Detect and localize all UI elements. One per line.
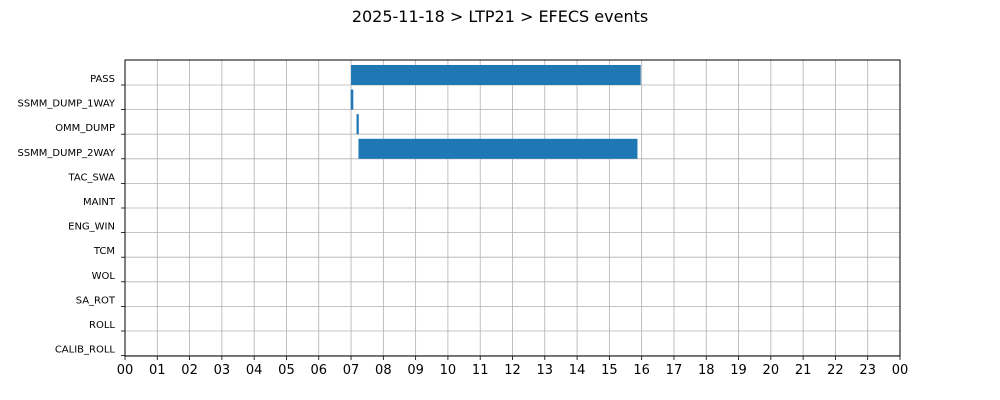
y-tick-label: TCM bbox=[93, 246, 115, 257]
x-tick-label: 18 bbox=[698, 363, 715, 378]
x-tick-label: 20 bbox=[763, 363, 780, 378]
x-tick-label: 08 bbox=[375, 363, 392, 378]
y-tick-label: SSMM_DUMP_2WAY bbox=[17, 148, 115, 159]
x-tick-label: 02 bbox=[181, 363, 198, 378]
event-bars bbox=[350, 65, 641, 159]
x-tick-label: 13 bbox=[537, 363, 554, 378]
chart-title: 2025-11-18 > LTP21 > EFECS events bbox=[352, 7, 648, 26]
event-bar bbox=[356, 114, 359, 135]
x-tick-label: 16 bbox=[633, 363, 650, 378]
y-axis: PASS SSMM_DUMP_1WAY OMM_DUMP SSMM_DUMP_2WAY… bbox=[17, 74, 125, 357]
x-tick-label: 11 bbox=[472, 363, 489, 378]
x-tick-label: 15 bbox=[601, 363, 618, 378]
y-tick-label: WOL bbox=[92, 271, 116, 282]
y-tick-label: ROLL bbox=[89, 320, 115, 331]
x-tick-label: 07 bbox=[343, 363, 360, 378]
event-bar bbox=[350, 89, 354, 110]
x-tick-label: 03 bbox=[214, 363, 231, 378]
x-tick-label: 04 bbox=[246, 363, 263, 378]
plot-frame bbox=[124, 59, 901, 357]
event-bar bbox=[358, 138, 638, 159]
event-bar bbox=[351, 65, 641, 85]
x-tick-label: 09 bbox=[407, 363, 424, 378]
y-tick-label: TAC_SWA bbox=[67, 172, 115, 183]
x-tick-label: 19 bbox=[730, 363, 747, 378]
x-tick-label: 23 bbox=[859, 363, 876, 378]
x-tick-label: 01 bbox=[149, 363, 166, 378]
y-tick-label: OMM_DUMP bbox=[55, 123, 115, 134]
x-tick-label: 00 bbox=[892, 363, 909, 378]
y-tick-label: MAINT bbox=[83, 197, 116, 208]
x-tick-label: 10 bbox=[440, 363, 457, 378]
x-tick-label: 00 bbox=[117, 363, 134, 378]
x-tick-label: 21 bbox=[795, 363, 812, 378]
x-tick-label: 14 bbox=[569, 363, 586, 378]
x-tick-label: 05 bbox=[278, 363, 295, 378]
y-tick-label: SA_ROT bbox=[76, 295, 116, 306]
x-tick-label: 06 bbox=[310, 363, 327, 378]
y-tick-label: PASS bbox=[90, 74, 115, 85]
y-tick-label: SSMM_DUMP_1WAY bbox=[17, 99, 115, 110]
x-tick-label: 12 bbox=[504, 363, 521, 378]
x-tick-label: 17 bbox=[666, 363, 683, 378]
x-axis: 00 01 02 03 04 05 06 07 08 09 10 11 12 13 14 15 16 17 18 19… bbox=[117, 356, 909, 378]
grid-lines bbox=[124, 60, 901, 357]
y-tick-label: CALIB_ROLL bbox=[55, 345, 116, 356]
x-tick-label: 22 bbox=[827, 363, 844, 378]
y-tick-label: ENG_WIN bbox=[68, 222, 115, 233]
